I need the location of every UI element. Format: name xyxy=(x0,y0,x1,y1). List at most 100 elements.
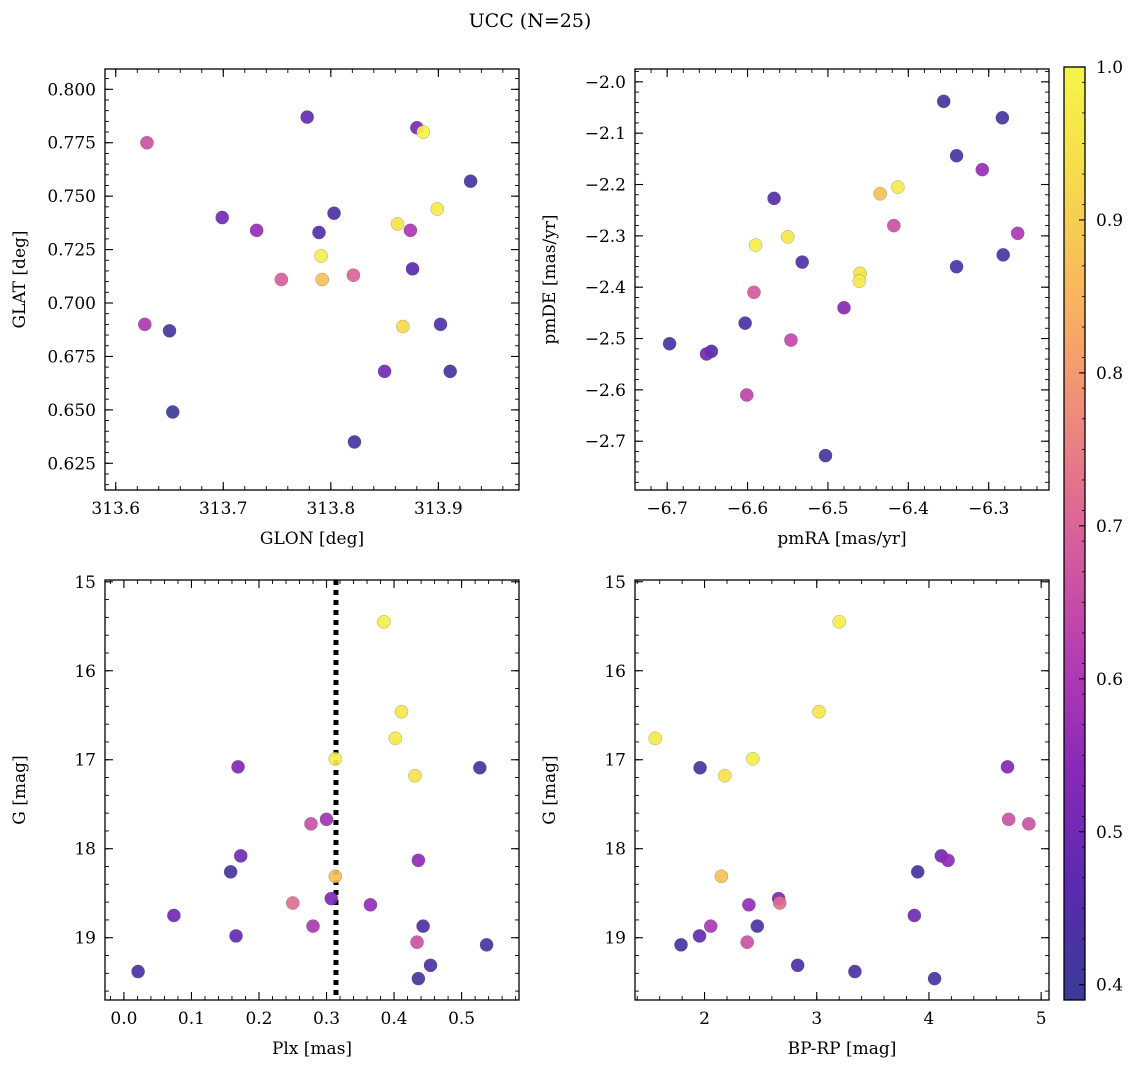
y-axis-label: pmDE [mas/yr] xyxy=(540,214,560,344)
data-point xyxy=(416,125,431,139)
data-point xyxy=(995,110,1010,125)
data-point xyxy=(324,891,339,906)
data-point xyxy=(410,935,424,949)
data-point xyxy=(388,731,403,746)
data-point xyxy=(377,364,392,379)
data-point xyxy=(692,929,707,943)
data-point xyxy=(790,958,805,973)
colorbar-tick-label: 0.8 xyxy=(1096,364,1123,384)
data-point xyxy=(795,255,810,269)
data-point xyxy=(887,218,901,233)
x-tick-label: 5 xyxy=(1036,1009,1047,1029)
data-point xyxy=(832,615,846,629)
data-point xyxy=(1022,817,1036,831)
data-point xyxy=(873,186,887,201)
scatter-panel-glon-glat: 313.6 313.7 313.8 313.9 0.625 0.650 0.675 0.700… xyxy=(10,68,520,549)
y-tick-label: −2.3 xyxy=(585,227,626,247)
data-point xyxy=(479,938,494,952)
data-point xyxy=(848,964,862,979)
data-point xyxy=(394,704,409,719)
data-point xyxy=(274,272,289,287)
y-tick-label: 0.750 xyxy=(47,187,96,207)
data-point xyxy=(347,435,362,449)
data-point xyxy=(837,300,851,315)
x-axis-label: pmRA [mas/yr] xyxy=(777,529,906,549)
data-point xyxy=(941,853,955,868)
data-point xyxy=(742,897,756,912)
data-point xyxy=(780,230,795,244)
x-tick-label: 0.3 xyxy=(313,1009,340,1029)
axes-frame xyxy=(634,68,1050,491)
data-point xyxy=(411,853,426,868)
x-tick-label: 313.8 xyxy=(306,499,355,519)
x-tick-label: 313.7 xyxy=(199,499,248,519)
data-point xyxy=(812,704,826,719)
colorbar-tick-label: 0.4 xyxy=(1096,976,1123,996)
x-tick-label: −6.3 xyxy=(968,499,1009,519)
data-point xyxy=(693,760,707,775)
x-tick-label: 313.6 xyxy=(91,499,140,519)
x-tick-label: 0.1 xyxy=(178,1009,205,1029)
data-point xyxy=(249,223,264,238)
data-point xyxy=(377,615,391,629)
data-point xyxy=(285,896,300,910)
data-point xyxy=(416,919,430,933)
data-point xyxy=(140,135,154,150)
data-points xyxy=(648,615,1036,986)
data-point xyxy=(1010,226,1025,241)
data-point xyxy=(215,210,230,225)
scatter-panel-bprp-g: 2 3 4 5 15 16 17 18 19 BP-RP [mag] G [mag] xyxy=(540,573,1050,1059)
data-point xyxy=(975,162,990,177)
data-points xyxy=(137,110,478,449)
data-point xyxy=(648,731,662,746)
axes-frame xyxy=(104,579,520,1001)
y-tick-label: −2.6 xyxy=(585,381,626,401)
data-point xyxy=(396,319,410,334)
y-tick-label: 16 xyxy=(74,662,96,682)
x-tick-label: 2 xyxy=(699,1009,710,1029)
data-points xyxy=(131,580,494,1000)
data-point xyxy=(463,174,478,188)
data-point xyxy=(473,760,487,775)
data-point xyxy=(165,405,180,419)
y-tick-label: −2.4 xyxy=(585,278,626,298)
x-tick-label: 3 xyxy=(811,1009,822,1029)
data-point xyxy=(328,869,343,884)
scatter-panel-pmra-pmde: −6.7 −6.6 −6.5 −6.4 −6.3 −2.7 −2.6 −2.5 −2.4 −2.3… xyxy=(540,68,1050,549)
data-point xyxy=(936,94,951,109)
data-point xyxy=(423,958,438,973)
y-tick-label: 19 xyxy=(604,929,626,949)
y-tick-label: −2.0 xyxy=(585,73,626,93)
axes-frame xyxy=(634,579,1050,1001)
data-point xyxy=(229,929,243,943)
data-point xyxy=(312,225,326,240)
x-tick-label: 0.2 xyxy=(245,1009,272,1029)
data-point xyxy=(408,768,422,783)
axes-frame xyxy=(104,68,520,491)
x-axis-label: GLON [deg] xyxy=(260,529,364,549)
data-point xyxy=(328,752,343,766)
y-tick-label: 15 xyxy=(604,573,626,593)
y-tick-label: 19 xyxy=(74,929,96,949)
data-point xyxy=(411,971,426,986)
data-point xyxy=(747,285,761,300)
y-tick-label: 16 xyxy=(604,662,626,682)
data-points xyxy=(662,94,1025,463)
data-point xyxy=(327,206,341,221)
data-point xyxy=(891,180,905,194)
colorbar-gradient xyxy=(1064,67,1085,1000)
data-point xyxy=(907,908,922,923)
x-tick-label: 4 xyxy=(924,1009,935,1029)
x-axis-label: BP-RP [mag] xyxy=(788,1039,897,1059)
data-point xyxy=(233,849,248,863)
data-point xyxy=(1000,760,1015,774)
y-tick-label: −2.2 xyxy=(585,176,626,196)
data-point xyxy=(430,202,445,216)
data-point xyxy=(346,268,361,283)
data-point xyxy=(703,919,718,933)
y-tick-label: 18 xyxy=(604,840,626,860)
data-point xyxy=(772,896,787,910)
y-axis-label: G [mag] xyxy=(540,755,560,824)
data-point xyxy=(739,388,754,402)
